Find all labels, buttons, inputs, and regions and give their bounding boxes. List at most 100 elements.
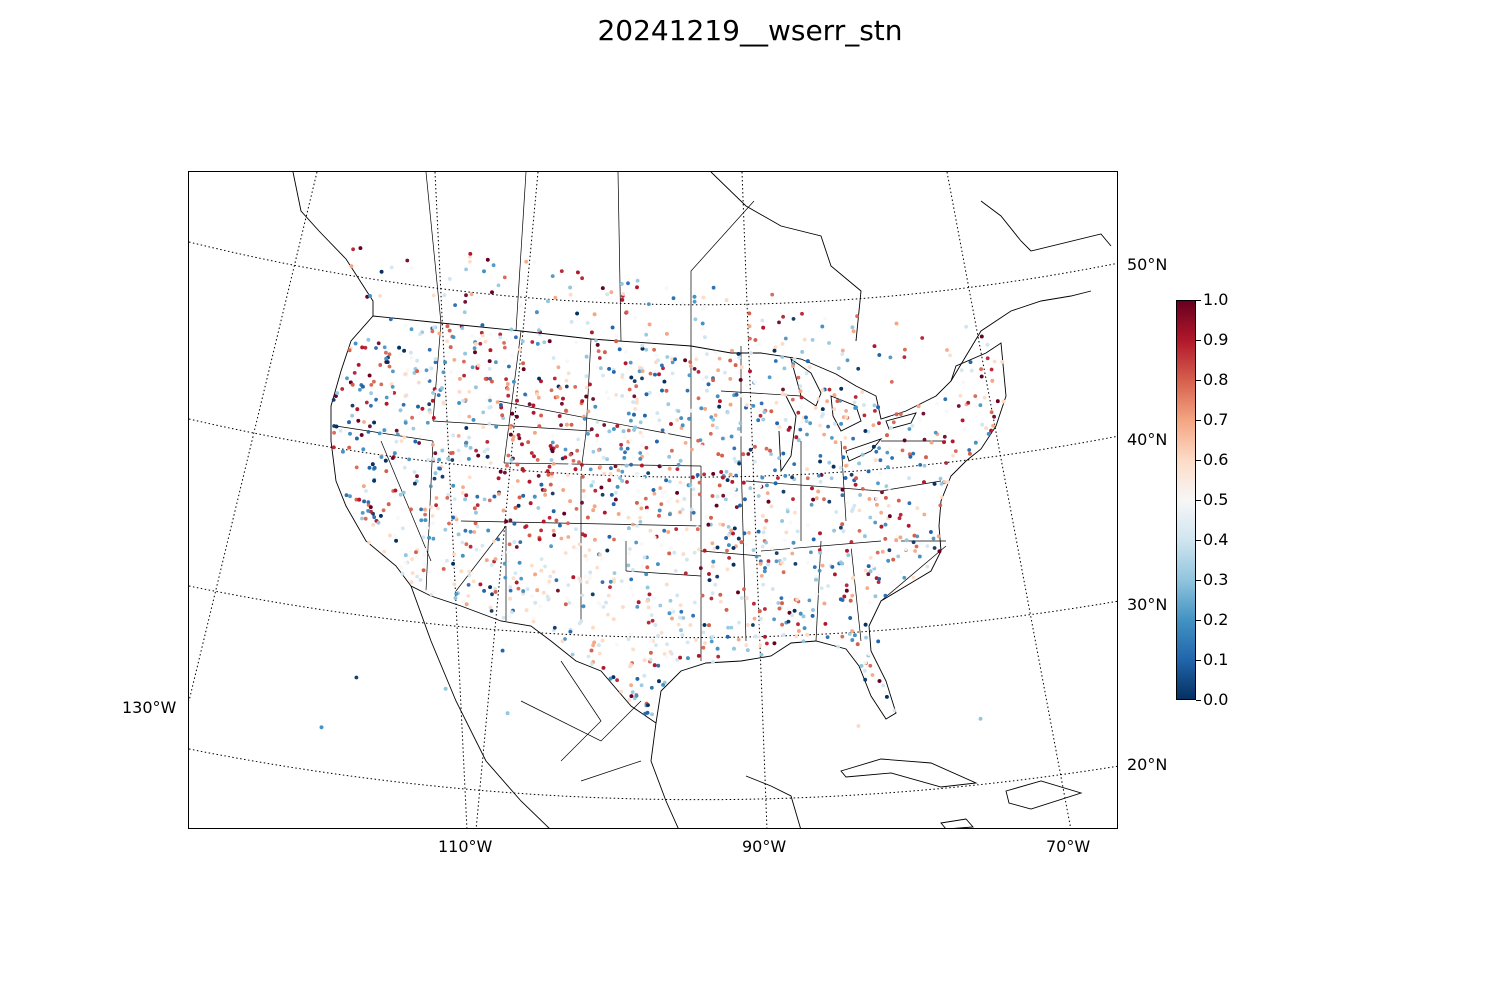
station-point (505, 339, 510, 343)
station-point (664, 388, 669, 393)
station-point (883, 522, 888, 527)
station-point (645, 710, 650, 715)
station-point (591, 449, 596, 454)
station-point (645, 508, 650, 513)
station-point (697, 480, 702, 485)
station-point (942, 440, 946, 444)
station-point (847, 545, 852, 550)
station-point (846, 452, 851, 456)
station-point (889, 380, 894, 384)
station-point (804, 371, 809, 376)
station-point (354, 465, 359, 470)
station-point (498, 332, 503, 337)
station-point (564, 384, 569, 389)
station-point (822, 601, 827, 606)
station-point (482, 449, 487, 454)
station-point (812, 565, 817, 569)
station-point (791, 540, 796, 545)
colorbar-tick (1196, 619, 1201, 621)
colorbar-tick-label: 0.8 (1203, 370, 1229, 389)
station-point (891, 420, 896, 425)
station-point (507, 364, 511, 369)
station-point (811, 608, 815, 612)
station-point (863, 534, 867, 539)
station-point (725, 548, 729, 553)
station-point (507, 542, 512, 547)
station-point (547, 339, 552, 344)
station-point (399, 565, 404, 569)
station-point (368, 424, 372, 429)
lake-michigan (778, 395, 797, 473)
station-point (644, 572, 649, 577)
station-point (840, 522, 845, 526)
station-point (577, 621, 582, 626)
station-point (733, 363, 738, 367)
station-point (716, 452, 721, 456)
station-point (660, 490, 665, 495)
station-point (723, 370, 727, 375)
station-point (422, 553, 427, 557)
station-point (412, 470, 417, 474)
station-point (506, 559, 511, 564)
colorbar-tick (1196, 419, 1201, 421)
station-point (942, 434, 947, 439)
station-point (801, 639, 806, 644)
lake-ontario (885, 412, 917, 430)
station-point (708, 431, 713, 436)
station-point (611, 675, 616, 679)
station-point (535, 458, 540, 462)
station-point (780, 622, 784, 627)
station-point (586, 515, 590, 520)
station-point (454, 564, 458, 569)
station-point (585, 580, 589, 585)
station-point (619, 579, 624, 583)
station-point (638, 420, 643, 425)
station-point (596, 643, 601, 647)
station-point (711, 559, 716, 564)
station-point (867, 497, 872, 501)
station-point (872, 403, 877, 408)
province-boundary (617, 172, 622, 342)
station-point (485, 454, 490, 459)
station-point (433, 360, 438, 365)
station-point (781, 314, 785, 319)
station-point (563, 551, 568, 555)
station-point (596, 448, 601, 452)
station-point (548, 482, 553, 487)
station-point (642, 555, 647, 560)
station-point (410, 571, 415, 575)
station-point (649, 650, 653, 655)
station-point (517, 436, 522, 441)
station-point (367, 373, 372, 378)
station-point (811, 537, 816, 542)
station-point (583, 533, 587, 538)
station-point (638, 451, 643, 455)
station-point (469, 292, 474, 297)
station-point (929, 440, 934, 445)
station-point (944, 409, 949, 414)
station-point (514, 335, 518, 340)
station-point (707, 623, 711, 628)
st-lawrence-coast (950, 290, 1092, 382)
station-point (547, 515, 552, 520)
station-point (519, 303, 523, 308)
station-point (480, 543, 485, 548)
station-point (646, 620, 651, 625)
station-point (720, 436, 725, 441)
station-point (461, 398, 465, 403)
lake-erie (845, 438, 883, 462)
graticule (189, 172, 1117, 828)
station-point (675, 467, 680, 471)
station-point (616, 512, 621, 516)
station-point (705, 352, 709, 356)
station-point (614, 475, 619, 479)
station-point (896, 554, 901, 559)
station-point (533, 600, 538, 605)
station-point (814, 496, 819, 501)
station-point (840, 561, 845, 566)
station-point (827, 460, 832, 465)
station-point (533, 572, 537, 577)
station-point (726, 525, 731, 529)
station-point (695, 473, 700, 477)
colorbar-tick-label: 0.1 (1203, 650, 1229, 669)
